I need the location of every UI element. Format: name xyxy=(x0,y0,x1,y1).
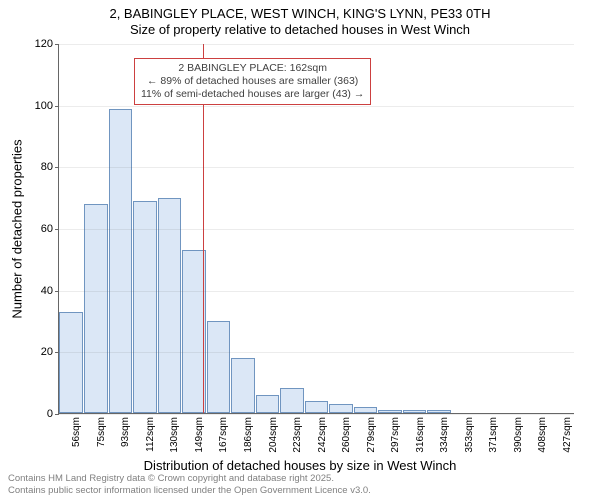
ytick-label: 120 xyxy=(35,38,53,50)
xtick-label: 204sqm xyxy=(268,417,279,453)
ytick-mark xyxy=(55,352,59,353)
ytick-label: 60 xyxy=(41,223,53,235)
ytick-label: 80 xyxy=(41,161,53,173)
xtick-label: 353sqm xyxy=(464,417,475,453)
bar xyxy=(256,395,280,413)
gridline xyxy=(59,167,574,168)
plot-area: 56sqm75sqm93sqm112sqm130sqm149sqm167sqm1… xyxy=(58,44,574,414)
gridline xyxy=(59,229,574,230)
gridline xyxy=(59,44,574,45)
bar xyxy=(354,407,378,413)
chart-title-block: 2, BABINGLEY PLACE, WEST WINCH, KING'S L… xyxy=(0,6,600,39)
xtick-label: 112sqm xyxy=(145,417,156,452)
bar xyxy=(59,312,83,413)
bar xyxy=(427,410,451,413)
bar xyxy=(133,201,157,413)
gridline xyxy=(59,291,574,292)
bar xyxy=(280,388,304,413)
ytick-mark xyxy=(55,414,59,415)
x-axis-label: Distribution of detached houses by size … xyxy=(0,458,600,473)
bar xyxy=(403,410,427,413)
gridline xyxy=(59,414,574,415)
xtick-label: 93sqm xyxy=(120,417,131,447)
bar xyxy=(158,198,182,413)
ytick-label: 20 xyxy=(41,346,53,358)
ytick-label: 100 xyxy=(35,100,53,112)
property-size-chart: 2, BABINGLEY PLACE, WEST WINCH, KING'S L… xyxy=(0,0,600,500)
footer-line2: Contains public sector information licen… xyxy=(8,485,371,496)
ytick-mark xyxy=(55,106,59,107)
xtick-label: 408sqm xyxy=(537,417,548,453)
bar xyxy=(84,204,108,413)
ytick-mark xyxy=(55,291,59,292)
xtick-label: 167sqm xyxy=(218,417,229,453)
annotation-line: 2 BABINGLEY PLACE: 162sqm xyxy=(141,62,364,75)
bar xyxy=(231,358,255,413)
xtick-label: 297sqm xyxy=(390,417,401,453)
xtick-label: 75sqm xyxy=(96,417,107,447)
gridline xyxy=(59,106,574,107)
bar xyxy=(305,401,329,413)
xtick-label: 260sqm xyxy=(341,417,352,453)
xtick-label: 390sqm xyxy=(513,417,524,453)
ytick-label: 40 xyxy=(41,285,53,297)
xtick-label: 242sqm xyxy=(317,417,328,453)
xtick-label: 316sqm xyxy=(415,417,426,453)
xtick-label: 56sqm xyxy=(71,417,82,447)
gridline xyxy=(59,352,574,353)
chart-title-line1: 2, BABINGLEY PLACE, WEST WINCH, KING'S L… xyxy=(0,6,600,22)
ytick-mark xyxy=(55,167,59,168)
xtick-label: 130sqm xyxy=(169,417,180,453)
xtick-label: 279sqm xyxy=(366,417,377,453)
footer-line1: Contains HM Land Registry data © Crown c… xyxy=(8,473,371,484)
xtick-label: 334sqm xyxy=(439,417,450,453)
ytick-mark xyxy=(55,229,59,230)
bar xyxy=(378,410,402,413)
xtick-label: 427sqm xyxy=(562,417,573,453)
xtick-label: 186sqm xyxy=(243,417,254,453)
bar xyxy=(329,404,353,413)
ytick-mark xyxy=(55,44,59,45)
xtick-label: 149sqm xyxy=(194,417,205,453)
y-axis-label: Number of detached properties xyxy=(10,139,25,318)
xtick-label: 371sqm xyxy=(488,417,499,453)
bar xyxy=(109,109,133,413)
xtick-label: 223sqm xyxy=(292,417,303,453)
ytick-label: 0 xyxy=(47,408,53,420)
attribution-footer: Contains HM Land Registry data © Crown c… xyxy=(8,473,371,496)
annotation-box: 2 BABINGLEY PLACE: 162sqm← 89% of detach… xyxy=(134,58,371,105)
chart-title-line2: Size of property relative to detached ho… xyxy=(0,22,600,38)
annotation-line: ← 89% of detached houses are smaller (36… xyxy=(141,75,364,88)
bar xyxy=(207,321,231,413)
annotation-line: 11% of semi-detached houses are larger (… xyxy=(141,88,364,101)
